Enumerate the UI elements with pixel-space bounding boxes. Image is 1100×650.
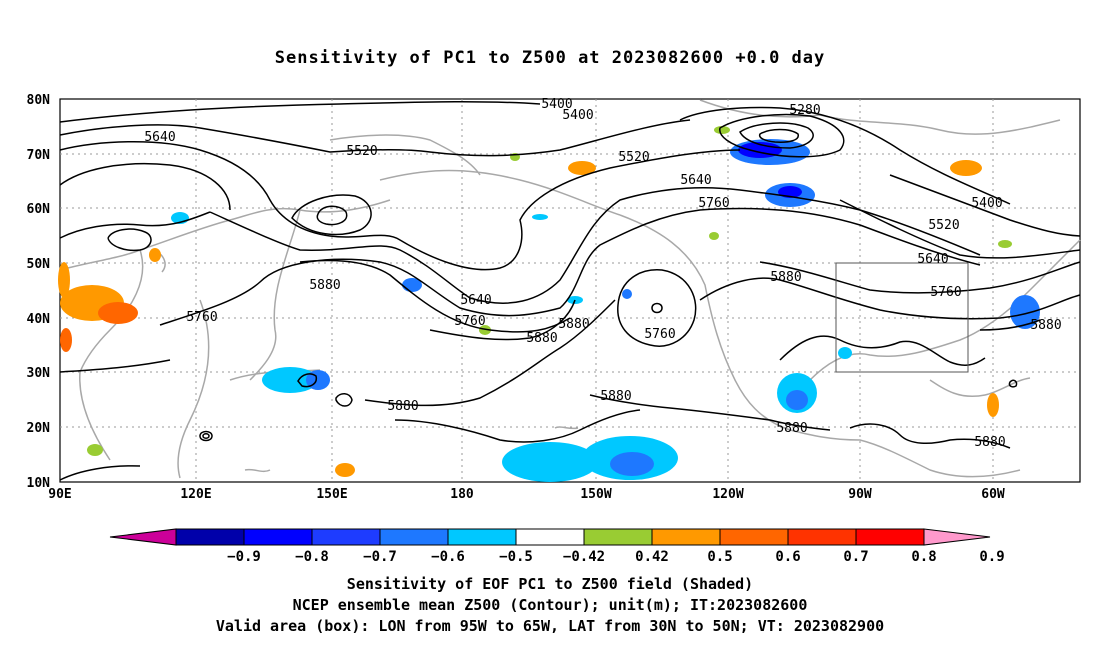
- contour-label: 5400: [562, 108, 593, 123]
- colorbar-tick-label: 0.7: [843, 549, 868, 565]
- lon-label: 60W: [981, 487, 1005, 502]
- z500-contours: [59, 100, 1081, 481]
- lon-label: 120W: [712, 487, 743, 502]
- lon-label: 120E: [180, 487, 211, 502]
- colorbar-swatch: [447, 528, 517, 546]
- contour-labels: 5400 5400 5280 5640 5520 5520 5640 5760 …: [144, 97, 1061, 450]
- contour-label: 5280: [789, 103, 820, 118]
- contour-label: 5880: [974, 435, 1005, 450]
- caption-line-shading: Sensitivity of EOF PC1 to Z500 field (Sh…: [346, 575, 754, 593]
- lon-label: 150E: [316, 487, 347, 502]
- colorbar-swatch: [515, 528, 585, 546]
- contour-label: 5880: [526, 331, 557, 346]
- colorbar-tick-label: −0.6: [431, 549, 465, 565]
- contour-label: 5400: [971, 196, 1002, 211]
- contour-label: 5760: [186, 310, 217, 325]
- lat-label: 50N: [27, 257, 51, 272]
- colorbar-tick-label: −0.42: [563, 549, 605, 565]
- colorbar-under-triangle: [109, 528, 177, 546]
- colorbar: −0.9 −0.8 −0.7 −0.6 −0.5 −0.42 0.42 0.5 0.6 0.7 0.…: [109, 528, 1005, 565]
- colorbar-tick-label: −0.8: [295, 549, 329, 565]
- map-frame: [59, 98, 1081, 483]
- contour-label: 5880: [309, 278, 340, 293]
- lat-label: 30N: [27, 366, 51, 381]
- contour-label: 5880: [387, 399, 418, 414]
- lon-label: 150W: [580, 487, 611, 502]
- colorbar-tick-label: 0.6: [775, 549, 800, 565]
- longitude-labels: 90E 120E 150E 180 150W 120W 90W 60W: [48, 487, 1005, 502]
- colorbar-swatch: [651, 528, 721, 546]
- contour-label: 5880: [770, 270, 801, 285]
- contour-label: 5760: [930, 285, 961, 300]
- contour-label: 5640: [917, 252, 948, 267]
- contour-label: 5520: [346, 144, 377, 159]
- caption-line-contour: NCEP ensemble mean Z500 (Contour); unit(…: [292, 596, 808, 614]
- colorbar-over-triangle: [923, 528, 991, 546]
- contour-label: 5400: [541, 97, 572, 112]
- valid-area-box: [835, 262, 969, 373]
- contour-label: 5880: [1030, 318, 1061, 333]
- contour-label: 5880: [776, 421, 807, 436]
- colorbar-swatch: [243, 528, 313, 546]
- lat-label: 70N: [27, 148, 51, 163]
- contour-label: 5880: [558, 317, 589, 332]
- latitude-labels: 80N 70N 60N 50N 40N 30N 20N 10N: [27, 93, 51, 491]
- colorbar-swatch: [787, 528, 857, 546]
- lat-label: 20N: [27, 421, 51, 436]
- contour-label: 5880: [600, 389, 631, 404]
- lat-label: 10N: [27, 476, 51, 491]
- colorbar-tick-label: 0.9: [979, 549, 1004, 565]
- lat-label: 60N: [27, 202, 51, 217]
- colorbar-tick-label: 0.8: [911, 549, 936, 565]
- colorbar-tick-label: −0.9: [227, 549, 261, 565]
- caption-line-valid-area: Valid area (box): LON from 95W to 65W, L…: [215, 617, 885, 635]
- contour-label: 5640: [680, 173, 711, 188]
- contour-label: 5520: [928, 218, 959, 233]
- figure-caption: Sensitivity of EOF PC1 to Z500 field (Sh…: [0, 574, 1100, 637]
- colorbar-swatch: [175, 528, 245, 546]
- colorbar-tick-label: 0.5: [707, 549, 732, 565]
- colorbar-tick-label: −0.7: [363, 549, 397, 565]
- colorbar-tick-label: −0.5: [499, 549, 533, 565]
- contour-label: 5760: [698, 196, 729, 211]
- contour-label: 5640: [460, 293, 491, 308]
- chart-title: Sensitivity of PC1 to Z500 at 2023082600…: [274, 48, 826, 68]
- colorbar-swatch: [719, 528, 789, 546]
- colorbar-swatch: [379, 528, 449, 546]
- colorbar-swatch: [583, 528, 653, 546]
- lon-label: 180: [450, 487, 474, 502]
- lat-label: 80N: [27, 93, 51, 108]
- colorbar-tick-label: 0.42: [635, 549, 669, 565]
- colorbar-swatch: [311, 528, 381, 546]
- lat-label: 40N: [27, 312, 51, 327]
- colorbar-swatch: [855, 528, 925, 546]
- contour-label: 5760: [454, 314, 485, 329]
- contour-label: 5640: [144, 130, 175, 145]
- contour-label: 5520: [618, 150, 649, 165]
- lon-label: 90W: [848, 487, 872, 502]
- lon-label: 90E: [48, 487, 71, 502]
- contour-label: 5760: [644, 327, 675, 342]
